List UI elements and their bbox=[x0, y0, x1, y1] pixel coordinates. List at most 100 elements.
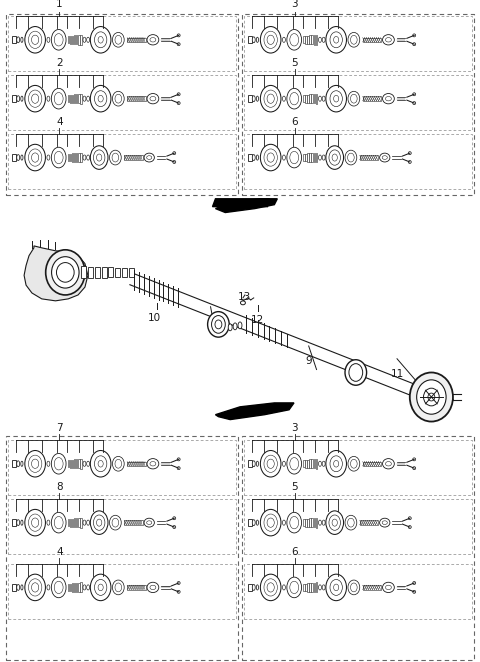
Bar bbox=[310, 518, 311, 527]
Bar bbox=[307, 459, 309, 468]
Bar bbox=[313, 583, 315, 592]
Text: 3: 3 bbox=[292, 0, 298, 9]
Ellipse shape bbox=[322, 520, 325, 525]
Polygon shape bbox=[216, 199, 277, 213]
Ellipse shape bbox=[32, 153, 39, 162]
Bar bbox=[244, 75, 472, 130]
Text: 9: 9 bbox=[207, 316, 214, 326]
Ellipse shape bbox=[87, 155, 90, 160]
Ellipse shape bbox=[287, 30, 301, 50]
Ellipse shape bbox=[334, 95, 339, 102]
Ellipse shape bbox=[383, 93, 395, 104]
Ellipse shape bbox=[282, 37, 286, 42]
Ellipse shape bbox=[25, 26, 46, 53]
Ellipse shape bbox=[326, 26, 347, 53]
Text: 1: 1 bbox=[56, 0, 63, 9]
Ellipse shape bbox=[47, 37, 50, 42]
Bar bbox=[242, 436, 474, 660]
Bar bbox=[68, 154, 69, 162]
Bar bbox=[108, 267, 113, 277]
Ellipse shape bbox=[173, 526, 176, 528]
Text: 5: 5 bbox=[292, 58, 298, 68]
Ellipse shape bbox=[345, 515, 357, 530]
Ellipse shape bbox=[348, 580, 360, 594]
Ellipse shape bbox=[264, 149, 277, 166]
Ellipse shape bbox=[413, 591, 416, 593]
Ellipse shape bbox=[147, 34, 159, 45]
Ellipse shape bbox=[32, 459, 39, 469]
Ellipse shape bbox=[287, 88, 301, 109]
Bar bbox=[312, 518, 313, 527]
Ellipse shape bbox=[25, 509, 46, 536]
Bar bbox=[102, 267, 107, 277]
Ellipse shape bbox=[51, 453, 66, 474]
Text: 10: 10 bbox=[148, 312, 161, 322]
Ellipse shape bbox=[98, 461, 103, 467]
Bar bbox=[72, 518, 73, 527]
Bar bbox=[303, 154, 304, 162]
Ellipse shape bbox=[87, 520, 90, 525]
Ellipse shape bbox=[287, 147, 301, 168]
Bar bbox=[305, 460, 307, 467]
Bar bbox=[74, 153, 75, 162]
Ellipse shape bbox=[287, 512, 301, 533]
Ellipse shape bbox=[144, 518, 155, 527]
Ellipse shape bbox=[177, 591, 180, 593]
Ellipse shape bbox=[319, 520, 322, 525]
Ellipse shape bbox=[98, 584, 103, 591]
Bar bbox=[76, 153, 77, 162]
Ellipse shape bbox=[147, 156, 152, 160]
Ellipse shape bbox=[215, 320, 222, 329]
Ellipse shape bbox=[350, 94, 357, 103]
Bar bbox=[74, 36, 75, 44]
Bar bbox=[80, 94, 82, 104]
Ellipse shape bbox=[83, 461, 86, 466]
Polygon shape bbox=[213, 199, 269, 207]
Bar bbox=[312, 35, 313, 44]
Ellipse shape bbox=[112, 456, 124, 471]
Ellipse shape bbox=[260, 85, 281, 112]
Bar bbox=[310, 583, 311, 592]
Ellipse shape bbox=[17, 37, 20, 43]
Bar bbox=[78, 583, 80, 592]
Ellipse shape bbox=[51, 257, 79, 288]
Bar bbox=[244, 499, 472, 554]
Bar bbox=[127, 97, 145, 101]
Ellipse shape bbox=[173, 152, 176, 155]
Bar bbox=[8, 134, 236, 189]
Ellipse shape bbox=[256, 96, 259, 101]
Bar bbox=[70, 583, 71, 591]
Bar bbox=[248, 460, 252, 467]
Ellipse shape bbox=[383, 459, 395, 469]
Ellipse shape bbox=[252, 37, 255, 43]
Ellipse shape bbox=[150, 461, 156, 466]
Text: 4: 4 bbox=[56, 117, 63, 127]
Ellipse shape bbox=[112, 153, 119, 162]
Bar bbox=[305, 519, 307, 526]
Bar bbox=[68, 36, 69, 44]
Ellipse shape bbox=[95, 456, 107, 472]
Ellipse shape bbox=[413, 93, 416, 96]
Ellipse shape bbox=[177, 34, 180, 37]
Ellipse shape bbox=[260, 144, 281, 171]
Ellipse shape bbox=[267, 94, 274, 103]
Bar bbox=[242, 15, 474, 195]
Bar bbox=[74, 518, 75, 527]
Ellipse shape bbox=[32, 518, 39, 527]
Ellipse shape bbox=[385, 461, 391, 466]
Ellipse shape bbox=[256, 37, 259, 42]
Bar bbox=[76, 94, 77, 103]
Bar bbox=[12, 95, 16, 103]
Bar bbox=[310, 153, 311, 162]
Ellipse shape bbox=[28, 31, 42, 48]
Ellipse shape bbox=[109, 515, 121, 530]
Text: 6: 6 bbox=[292, 117, 298, 127]
Ellipse shape bbox=[51, 147, 66, 168]
Ellipse shape bbox=[350, 459, 357, 468]
Ellipse shape bbox=[21, 155, 23, 160]
Bar bbox=[305, 36, 307, 44]
Ellipse shape bbox=[177, 458, 180, 461]
Bar bbox=[80, 35, 82, 45]
Bar bbox=[127, 461, 145, 466]
Ellipse shape bbox=[177, 43, 180, 46]
